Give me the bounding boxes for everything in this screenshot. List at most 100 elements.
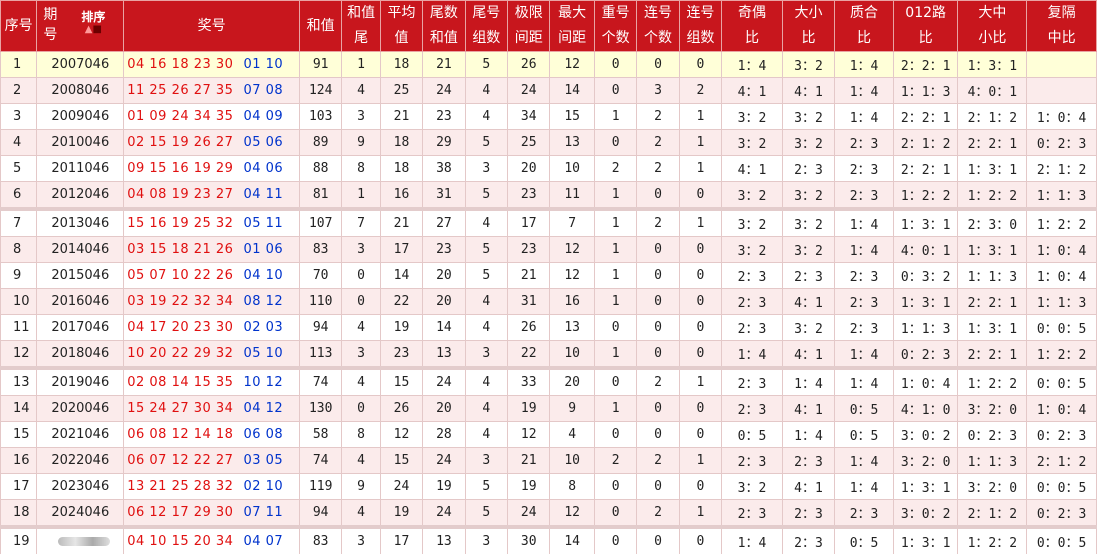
cell-issue: 2023046 bbox=[36, 473, 125, 500]
red-balls: 15 16 19 25 32 bbox=[127, 216, 234, 231]
cell-issue: 2012046 bbox=[36, 181, 125, 211]
cell-consecutive-count: 0 bbox=[636, 181, 680, 211]
cell-max-gap: 14 bbox=[549, 77, 595, 104]
cell-issue: 2007046 bbox=[36, 51, 125, 78]
cell-average: 15 bbox=[379, 367, 424, 396]
cell-range: 17 bbox=[507, 208, 551, 237]
cell-tail-groups: 5 bbox=[464, 129, 509, 156]
cell-average: 23 bbox=[379, 340, 424, 370]
sort-ascending-icon[interactable]: ▲ bbox=[84, 24, 93, 35]
cell-tail-groups: 4 bbox=[464, 395, 509, 422]
cell-numbers: 15 16 19 25 32 05 11 bbox=[123, 208, 300, 237]
cell-average: 21 bbox=[379, 103, 424, 130]
cell-repeat-count: 0 bbox=[593, 473, 638, 500]
cell-consecutive-count: 0 bbox=[636, 395, 680, 422]
cell-prime-composite: 0：5 bbox=[834, 421, 894, 448]
cell-big-small: 2：3 bbox=[781, 262, 836, 289]
cell-big-mid-small: 2：3：0 bbox=[957, 208, 1028, 237]
cell-index: 4 bbox=[0, 129, 38, 156]
cell-odd-even: 2：3 bbox=[721, 367, 783, 396]
cell-numbers: 15 24 27 30 34 04 12 bbox=[123, 395, 300, 422]
cell-sum: 89 bbox=[298, 129, 343, 156]
cell-index: 18 bbox=[0, 499, 38, 529]
cell-issue bbox=[36, 526, 125, 554]
cell-tail-groups: 4 bbox=[464, 367, 509, 396]
cell-big-mid-small: 0：2：3 bbox=[957, 421, 1028, 448]
cell-prime-composite: 2：3 bbox=[834, 262, 894, 289]
cell-repeat-gap: 1：0：4 bbox=[1026, 262, 1097, 289]
cell-sum: 88 bbox=[298, 155, 343, 182]
cell-consecutive-groups: 0 bbox=[678, 526, 723, 554]
col-header-sum: 和值 bbox=[298, 0, 343, 52]
cell-average: 21 bbox=[379, 208, 424, 237]
cell-repeat-gap: 1：2：2 bbox=[1026, 208, 1097, 237]
cell-repeat-gap: 0：0：5 bbox=[1026, 367, 1097, 396]
cell-sum: 110 bbox=[298, 288, 343, 315]
cell-numbers: 04 17 20 23 30 02 03 bbox=[123, 314, 300, 341]
cell-numbers: 09 15 16 19 29 04 06 bbox=[123, 155, 300, 182]
cell-sum: 113 bbox=[298, 340, 343, 370]
cell-max-gap: 12 bbox=[549, 262, 595, 289]
cell-big-small: 4：1 bbox=[781, 395, 836, 422]
cell-repeat-count: 0 bbox=[593, 129, 638, 156]
col-header-range: 极限 间距 bbox=[507, 0, 551, 52]
cell-tail-sum: 38 bbox=[422, 155, 466, 182]
col-header-numbers: 奖号 bbox=[123, 0, 300, 52]
cell-consecutive-groups: 1 bbox=[678, 367, 723, 396]
cell-index: 8 bbox=[0, 236, 38, 263]
cell-big-mid-small: 2：2：1 bbox=[957, 129, 1028, 156]
cell-big-mid-small: 2：1：2 bbox=[957, 103, 1028, 130]
col-header-issue: 期 号 排序 ▲■ bbox=[36, 0, 125, 52]
cell-consecutive-groups: 1 bbox=[678, 129, 723, 156]
cell-route-012: 2：2：1 bbox=[892, 155, 959, 182]
sort-descending-icon[interactable]: ■ bbox=[92, 24, 102, 35]
cell-sum: 74 bbox=[298, 367, 343, 396]
cell-big-small: 2：3 bbox=[781, 155, 836, 182]
table-row: 14 2020046 15 24 27 30 34 04 12 130 0 26 20 4 19 9… bbox=[0, 395, 1097, 422]
cell-big-small: 3：2 bbox=[781, 51, 836, 78]
red-balls: 01 09 24 34 35 bbox=[127, 109, 234, 124]
cell-odd-even: 3：2 bbox=[721, 473, 783, 500]
cell-range: 23 bbox=[507, 181, 551, 211]
cell-range: 19 bbox=[507, 395, 551, 422]
cell-repeat-count: 1 bbox=[593, 262, 638, 289]
cell-repeat-count: 2 bbox=[593, 447, 638, 474]
red-balls: 04 17 20 23 30 bbox=[127, 320, 234, 335]
cell-route-012: 4：1：0 bbox=[892, 395, 959, 422]
cell-prime-composite: 2：3 bbox=[834, 499, 894, 529]
cell-issue: 2022046 bbox=[36, 447, 125, 474]
cell-average: 18 bbox=[379, 51, 424, 78]
cell-tail-sum: 13 bbox=[422, 526, 466, 554]
cell-tail-sum: 27 bbox=[422, 208, 466, 237]
blue-balls: 04 09 bbox=[243, 109, 284, 124]
cell-route-012: 0：2：3 bbox=[892, 340, 959, 370]
cell-sum-tail: 0 bbox=[341, 288, 381, 315]
sort-button[interactable]: 排序 ▲■ bbox=[81, 10, 106, 35]
cell-numbers: 06 12 17 29 30 07 11 bbox=[123, 499, 300, 529]
cell-odd-even: 0：5 bbox=[721, 421, 783, 448]
cell-max-gap: 15 bbox=[549, 103, 595, 130]
cell-repeat-gap: 1：1：3 bbox=[1026, 288, 1097, 315]
cell-tail-groups: 3 bbox=[464, 155, 509, 182]
table-row: 4 2010046 02 15 19 26 27 05 06 89 9 18 29 5 25 13 0… bbox=[0, 129, 1097, 156]
cell-tail-groups: 4 bbox=[464, 288, 509, 315]
cell-repeat-gap: 0：0：5 bbox=[1026, 526, 1097, 554]
cell-route-012: 2：2：1 bbox=[892, 51, 959, 78]
table-row: 8 2014046 03 15 18 21 26 01 06 83 3 17 23 5 23 12 1… bbox=[0, 236, 1097, 263]
cell-sum-tail: 8 bbox=[341, 421, 381, 448]
table-row: 17 2023046 13 21 25 28 32 02 10 119 9 24 19 5 19 8… bbox=[0, 473, 1097, 500]
cell-index: 13 bbox=[0, 367, 38, 396]
cell-max-gap: 11 bbox=[549, 181, 595, 211]
cell-issue: 2018046 bbox=[36, 340, 125, 370]
col-header-index: 序号 bbox=[0, 0, 38, 52]
cell-tail-groups: 4 bbox=[464, 421, 509, 448]
cell-consecutive-groups: 1 bbox=[678, 103, 723, 130]
cell-repeat-gap bbox=[1026, 51, 1097, 78]
cell-average: 15 bbox=[379, 447, 424, 474]
cell-sum-tail: 1 bbox=[341, 181, 381, 211]
cell-route-012: 1：3：1 bbox=[892, 288, 959, 315]
cell-tail-sum: 20 bbox=[422, 262, 466, 289]
table-row: 19 04 10 15 20 34 04 07 83 3 17 13 3 30 14 0 0 0 1：4 2… bbox=[0, 526, 1097, 554]
cell-odd-even: 2：3 bbox=[721, 288, 783, 315]
